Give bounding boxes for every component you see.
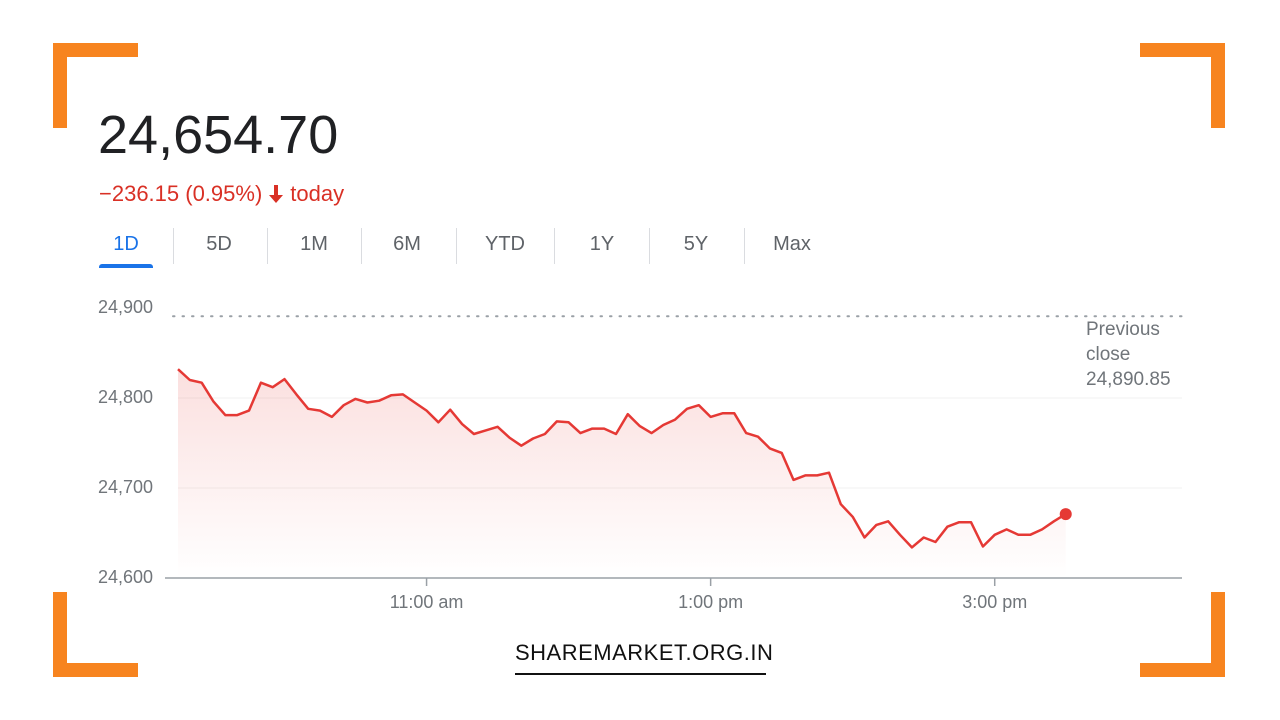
change: −236.15 (0.95%) today — [99, 181, 344, 207]
corner-brackets — [53, 43, 1225, 677]
tab-separator — [744, 228, 745, 264]
tab-separator — [360, 228, 362, 264]
tab-separator — [266, 228, 268, 264]
previous-close-value: 24,890.85 — [1086, 369, 1171, 390]
y-tick-label: 24,600 — [98, 567, 153, 587]
area — [178, 369, 1066, 578]
change-period: today — [290, 181, 345, 206]
y-tick-label: 24,800 — [98, 387, 153, 407]
plot: 24,600 24,700 24,800 24,900 11:00 am 1:00 pm 3… — [98, 297, 1183, 612]
range-tab[interactable]: 6M — [393, 233, 421, 255]
range-tab[interactable]: 1M — [300, 233, 328, 255]
y-tick-label: 24,900 — [98, 297, 153, 317]
range-tab[interactable]: Max — [773, 233, 811, 255]
range-tab[interactable]: 1D — [113, 233, 139, 255]
range-tab[interactable]: YTD — [485, 233, 525, 255]
x-tick-label: 1:00 pm — [678, 592, 743, 612]
range-tab[interactable]: 5D — [206, 233, 232, 255]
tab-separator — [456, 228, 457, 264]
tab-separator — [649, 228, 650, 264]
x-tick-label: 3:00 pm — [962, 592, 1027, 612]
range-tab[interactable]: 5Y — [683, 233, 709, 255]
y-tick-label: 24,700 — [98, 477, 153, 497]
down-arrow — [269, 185, 284, 203]
change-value: −236.15 (0.95%) — [99, 181, 263, 206]
footer: SHAREMARKET.ORG.IN — [515, 640, 773, 675]
active-tab-indicator — [99, 264, 153, 268]
price-line — [177, 368, 1067, 549]
range-tab[interactable]: 1Y — [589, 233, 615, 255]
x-tick-label: 11:00 am — [390, 592, 464, 612]
tab-separator — [553, 228, 555, 264]
previous-close-label: Previous close — [1086, 319, 1160, 365]
last-point — [1059, 508, 1072, 521]
price: 24,654.70 — [98, 105, 339, 165]
tab-separator — [172, 228, 174, 264]
